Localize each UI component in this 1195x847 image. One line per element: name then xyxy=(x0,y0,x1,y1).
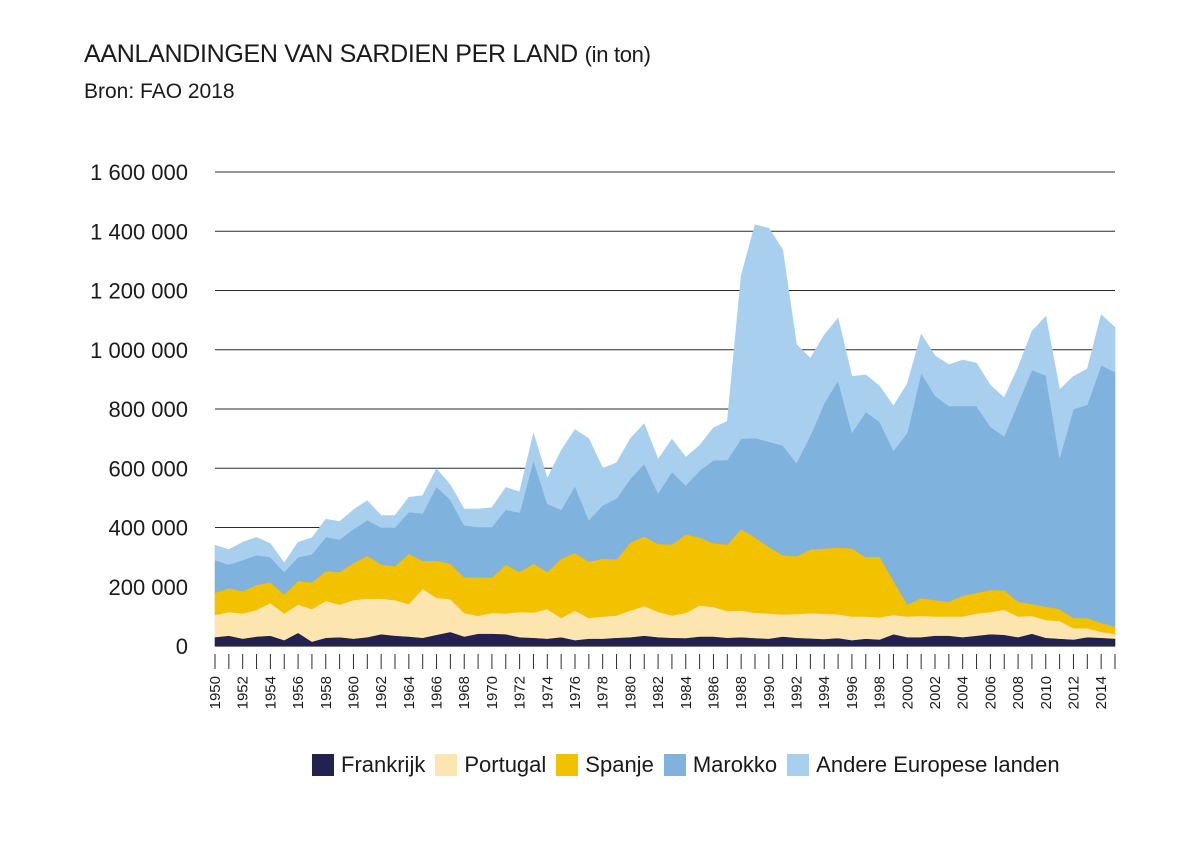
x-tick-label: 1990 xyxy=(761,676,778,709)
y-tick-label: 600 000 xyxy=(108,456,188,481)
legend-label: Frankrijk xyxy=(341,752,426,777)
y-tick-label: 800 000 xyxy=(108,397,188,422)
legend-label: Andere Europese landen xyxy=(816,752,1060,777)
x-tick-label: 2008 xyxy=(1010,676,1027,709)
x-tick-label: 1954 xyxy=(262,676,279,709)
chart-legend: Frankrijk Portugal Spanje Marokko Andere Eur… xyxy=(312,752,1060,778)
x-tick-label: 2004 xyxy=(955,676,972,709)
legend-swatch xyxy=(312,754,334,776)
axes: 0 200 000 400 000 600 000 800 000 1 000 000 1 … xyxy=(90,160,1116,709)
x-tick-label: 2002 xyxy=(927,676,944,709)
x-tick-label: 1966 xyxy=(429,676,446,709)
x-tick-label: 1970 xyxy=(484,676,501,709)
x-tick-label: 1988 xyxy=(733,676,750,709)
x-tick-label: 2014 xyxy=(1093,676,1110,709)
legend-swatch xyxy=(556,754,579,776)
chart-subtitle: Bron: FAO 2018 xyxy=(84,80,235,103)
x-tick-label: 1964 xyxy=(401,676,418,709)
legend-item: Marokko xyxy=(663,752,778,778)
x-tick-label: 1958 xyxy=(318,676,335,709)
legend-label: Marokko xyxy=(692,752,778,777)
legend-item: Spanje xyxy=(556,752,654,778)
x-tick-label: 1960 xyxy=(345,676,362,709)
legend-swatch xyxy=(435,754,458,776)
x-tick-label: 2000 xyxy=(899,676,916,709)
x-tick-label: 1992 xyxy=(789,676,806,709)
legend-item: Andere Europese landen xyxy=(787,752,1060,778)
area-series-andere-europese-landen xyxy=(214,224,1116,573)
x-tick-label: 1952 xyxy=(235,676,252,709)
x-tick-label: 1996 xyxy=(844,676,861,709)
x-tick-label: 1976 xyxy=(567,676,584,709)
chart-title-main: AANLANDINGEN VAN SARDIEN PER LAND xyxy=(84,40,578,68)
y-tick-label: 400 000 xyxy=(108,516,188,541)
legend-item: Portugal xyxy=(435,752,546,778)
x-tick-label: 1956 xyxy=(290,676,307,709)
y-tick-label: 1 600 000 xyxy=(90,160,188,185)
legend-label: Portugal xyxy=(464,752,547,777)
x-tick-label: 1978 xyxy=(595,676,612,709)
legend-swatch xyxy=(663,754,686,776)
chart-title-unit: (in ton) xyxy=(584,42,651,67)
x-tick-label: 2010 xyxy=(1038,676,1055,709)
y-tick-label: 0 xyxy=(176,634,188,659)
legend-item: Frankrijk xyxy=(312,752,425,778)
legend-label: Spanje xyxy=(585,752,654,777)
chart-title: AANLANDINGEN VAN SARDIEN PER LAND (in to… xyxy=(84,40,651,69)
x-tick-label: 2006 xyxy=(982,676,999,709)
x-tick-label: 1980 xyxy=(622,676,639,709)
x-tick-label: 1994 xyxy=(816,676,833,709)
x-tick-label: 1950 xyxy=(207,676,224,709)
x-tick-label: 1972 xyxy=(512,676,529,709)
y-tick-label: 200 000 xyxy=(108,575,188,600)
y-tick-label: 1 000 000 xyxy=(90,338,188,363)
x-tick-label: 1998 xyxy=(872,676,889,709)
legend-swatch xyxy=(787,754,810,776)
x-tick-label: 1968 xyxy=(456,676,473,709)
x-tick-label: 2012 xyxy=(1065,676,1082,709)
area-series xyxy=(214,224,1116,647)
y-tick-label: 1 200 000 xyxy=(90,279,188,304)
x-tick-label: 1962 xyxy=(373,676,390,709)
x-tick-label: 1984 xyxy=(678,676,695,709)
y-tick-label: 1 400 000 xyxy=(90,219,188,244)
x-tick-label: 1974 xyxy=(539,676,556,709)
x-tick-label: 1982 xyxy=(650,676,667,709)
x-tick-label: 1986 xyxy=(705,676,722,709)
